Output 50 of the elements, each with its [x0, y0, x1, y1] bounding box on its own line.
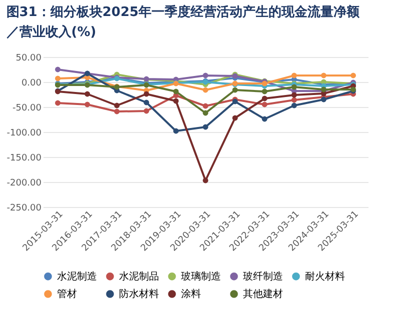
y-tick-label: 50.00 [16, 54, 42, 64]
legend-label: 涂料 [181, 288, 201, 300]
y-tick-label: -100.00 [6, 128, 42, 138]
point [291, 102, 297, 108]
legend-label: 管材 [57, 288, 77, 300]
point [291, 92, 297, 98]
legend-label: 水泥制造 [57, 270, 97, 282]
point [84, 102, 90, 108]
point [173, 88, 179, 94]
point [291, 84, 297, 90]
point [173, 128, 179, 134]
point [84, 91, 90, 97]
y-tick-label: 0.00 [21, 78, 42, 88]
point [55, 100, 61, 106]
point [55, 76, 61, 82]
chart-title: 图31：细分板块2025年一季度经营活动产生的现金流量净额／营业收入(%) [6, 4, 361, 40]
legend-label: 水泥制品 [119, 270, 159, 282]
point [55, 66, 61, 72]
y-tick-label: -250.00 [6, 204, 42, 214]
point [202, 110, 208, 116]
point [262, 116, 268, 122]
point [202, 103, 208, 109]
point [291, 97, 297, 103]
point [232, 115, 238, 121]
y-tick-label: -150.00 [6, 154, 42, 164]
point [202, 178, 208, 184]
legend-label: 防水材料 [119, 288, 159, 300]
point [202, 124, 208, 130]
legend-label: 耐火材料 [305, 270, 345, 282]
point [262, 88, 268, 94]
point [320, 96, 326, 102]
point [114, 102, 120, 108]
point [202, 72, 208, 78]
point [114, 108, 120, 114]
point [173, 98, 179, 104]
point [262, 96, 268, 102]
legend-label: 玻纤制造 [243, 270, 283, 282]
point [350, 72, 356, 78]
legend-label: 玻璃制造 [181, 270, 221, 282]
point [262, 102, 268, 108]
y-tick-label: -50.00 [12, 104, 42, 114]
point [291, 72, 297, 78]
point [232, 87, 238, 93]
point [202, 87, 208, 93]
point [144, 100, 150, 106]
point [144, 91, 150, 97]
y-tick-label: -200.00 [6, 178, 42, 188]
legend-label: 其他建材 [243, 288, 283, 300]
point [144, 108, 150, 114]
point [320, 72, 326, 78]
